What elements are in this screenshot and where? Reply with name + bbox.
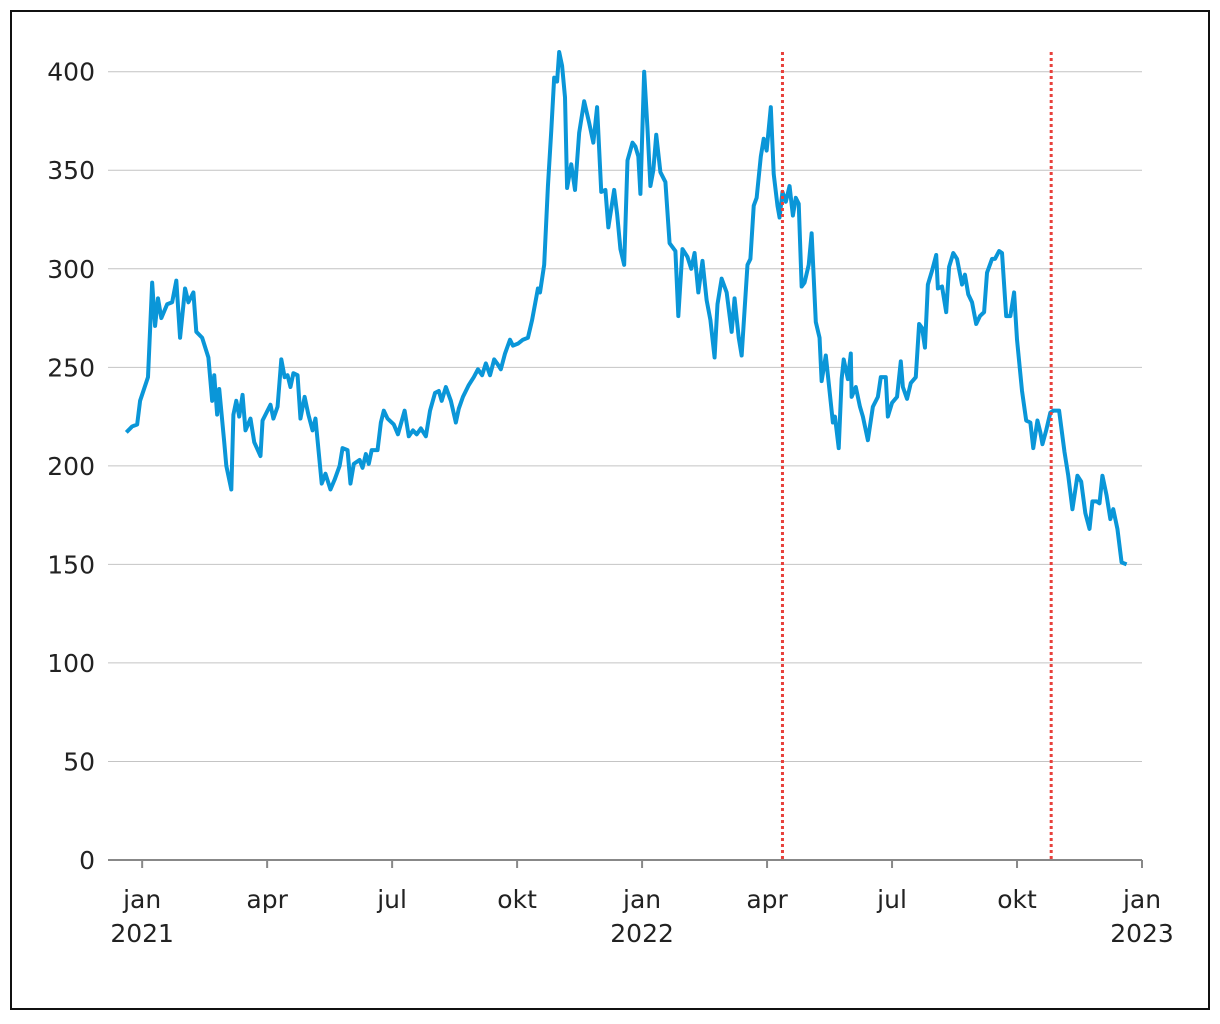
y-tick-label: 150: [47, 550, 95, 579]
y-tick-label: 350: [47, 156, 95, 185]
x-tick-label: jan 2022: [610, 885, 674, 948]
x-tick-label: jan 2023: [1110, 885, 1174, 948]
y-tick-label: 300: [47, 255, 95, 284]
y-tick-label: 200: [47, 452, 95, 481]
frame: [10, 10, 1210, 1010]
x-tick-label: apr: [246, 885, 288, 914]
data-line: [124, 50, 1128, 567]
y-tick-label: 50: [63, 747, 95, 776]
x-tick-label: jul: [876, 885, 907, 914]
x-tick-label: okt: [997, 885, 1037, 914]
x-tick-label: apr: [746, 885, 788, 914]
x-tick-label: jan 2021: [110, 885, 174, 948]
y-tick-label: 0: [79, 846, 95, 875]
y-tick-label: 400: [47, 58, 95, 87]
x-tick-label: okt: [497, 885, 537, 914]
y-tick-label: 250: [47, 353, 95, 382]
x-tick-label: jul: [376, 885, 407, 914]
y-tick-label: 100: [47, 649, 95, 678]
